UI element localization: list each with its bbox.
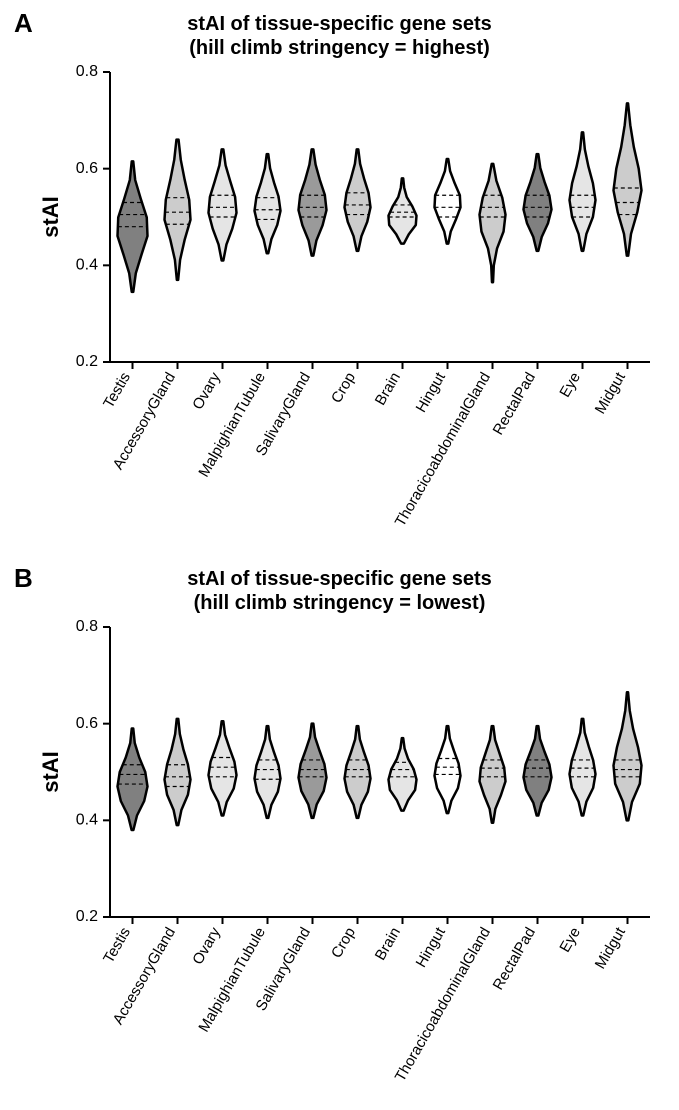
ytick-label: 0.4 bbox=[76, 812, 98, 829]
violin bbox=[255, 154, 281, 253]
x-category-label: ThoracicoabdominalGland bbox=[392, 370, 494, 530]
violin bbox=[345, 149, 371, 250]
x-category-label: RectalPad bbox=[490, 370, 539, 438]
chart-b-title: stAI of tissue-specific gene sets (hill … bbox=[0, 567, 679, 615]
y-axis-label: stAI bbox=[38, 751, 63, 793]
panel-a: A stAI of tissue-specific gene sets (hil… bbox=[0, 0, 679, 555]
x-category-label: Hingut bbox=[413, 369, 450, 416]
violin bbox=[614, 103, 642, 255]
y-axis-label: stAI bbox=[38, 196, 63, 238]
x-category-label: Eye bbox=[556, 925, 584, 956]
violin bbox=[345, 726, 371, 818]
x-category-label: ThoracicoabdominalGland bbox=[392, 925, 494, 1085]
violin bbox=[524, 726, 552, 815]
ytick-label: 0.2 bbox=[76, 908, 98, 925]
x-category-label: Crop bbox=[328, 925, 359, 962]
ytick-label: 0.6 bbox=[76, 715, 98, 732]
violin bbox=[435, 726, 461, 813]
x-category-label: Brain bbox=[372, 370, 404, 409]
x-category-label: Ovary bbox=[189, 369, 224, 413]
chart-a-svg: 0.20.40.60.8stAITestisAccessoryGlandOvar… bbox=[35, 62, 665, 542]
violin bbox=[389, 178, 417, 243]
violin bbox=[299, 724, 327, 818]
x-category-label: Brain bbox=[372, 925, 404, 964]
ytick-label: 0.8 bbox=[76, 63, 98, 80]
x-category-label: Testis bbox=[100, 370, 134, 412]
chart-a-title: stAI of tissue-specific gene sets (hill … bbox=[0, 12, 679, 60]
x-category-label: Eye bbox=[556, 370, 584, 401]
ytick-label: 0.4 bbox=[76, 257, 98, 274]
violin bbox=[389, 738, 417, 811]
x-category-label: RectalPad bbox=[490, 925, 539, 993]
chart-b-svg: 0.20.40.60.8stAITestisAccessoryGlandOvar… bbox=[35, 617, 665, 1097]
x-category-label: Midgut bbox=[592, 924, 630, 972]
panel-b: B stAI of tissue-specific gene sets (hil… bbox=[0, 555, 679, 1110]
page: { "panel_labels": { "A": "A", "B": "B" }… bbox=[0, 0, 679, 1108]
violin bbox=[299, 149, 327, 255]
violin bbox=[118, 729, 148, 831]
violin bbox=[480, 726, 506, 823]
violin bbox=[255, 726, 281, 818]
violin bbox=[570, 132, 596, 250]
violin bbox=[165, 140, 191, 280]
ytick-label: 0.8 bbox=[76, 618, 98, 635]
x-category-label: Hingut bbox=[413, 924, 450, 971]
violin bbox=[570, 719, 596, 816]
violin bbox=[209, 721, 237, 815]
violin bbox=[480, 164, 506, 282]
violin bbox=[614, 692, 642, 820]
violin bbox=[165, 719, 191, 825]
ytick-label: 0.6 bbox=[76, 160, 98, 177]
x-category-label: Ovary bbox=[189, 924, 224, 968]
violin bbox=[435, 159, 461, 244]
violin bbox=[524, 154, 552, 251]
x-category-label: Testis bbox=[100, 925, 134, 967]
ytick-label: 0.2 bbox=[76, 353, 98, 370]
x-category-label: Crop bbox=[328, 370, 359, 407]
x-category-label: Midgut bbox=[592, 369, 630, 417]
violin bbox=[209, 149, 237, 260]
